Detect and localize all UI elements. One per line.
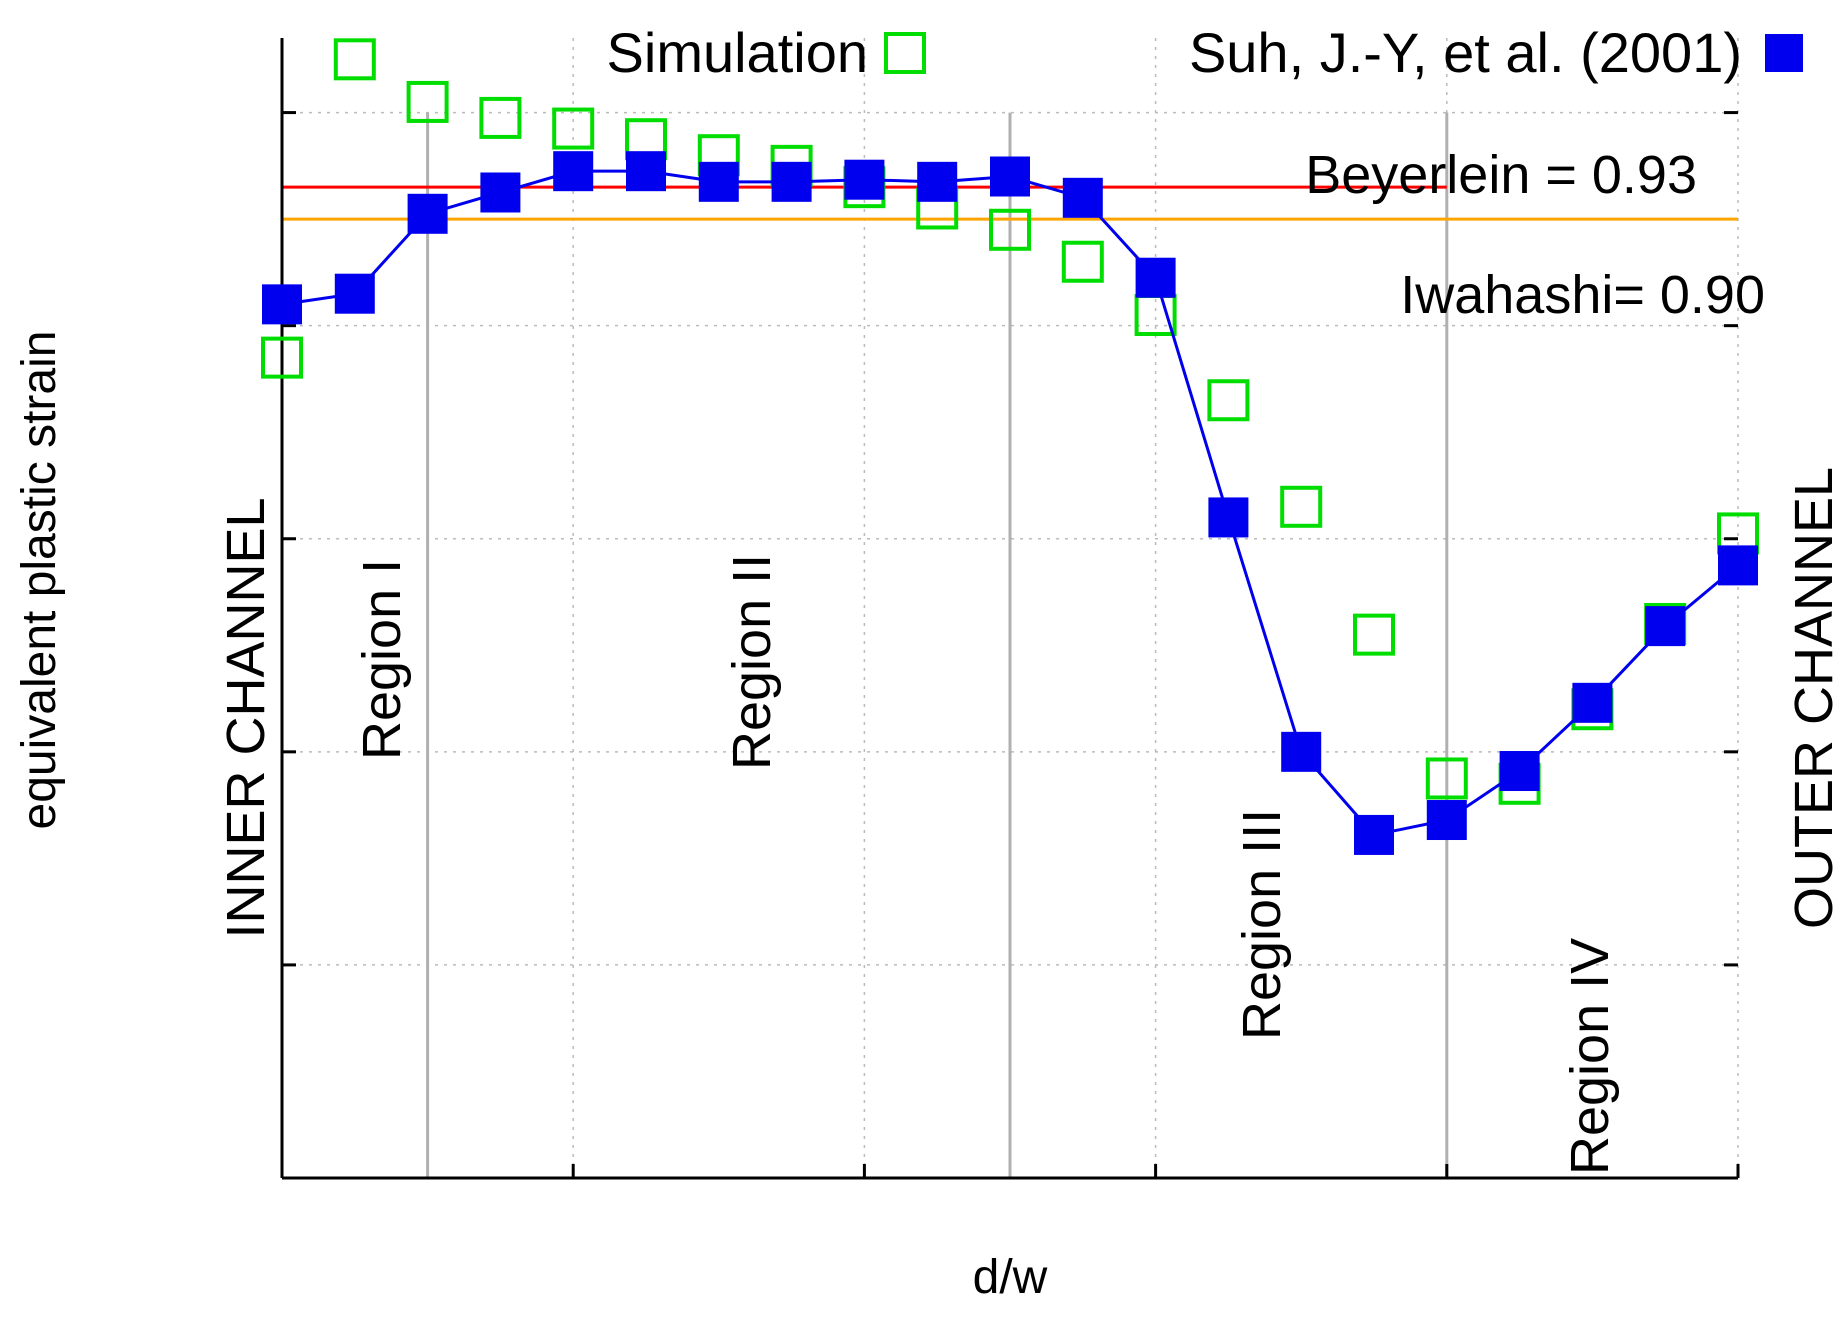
suh-data-point: [1499, 751, 1540, 792]
suh-data-point: [553, 151, 594, 192]
simulation-data-point: [989, 208, 1031, 251]
simulation-data-point: [552, 107, 595, 150]
suh-data-point: [844, 159, 885, 200]
suh-data-point: [1062, 177, 1103, 218]
axes: [280, 38, 1740, 1180]
suh-data-point: [917, 161, 958, 202]
suh-data-point: [1645, 606, 1686, 647]
suh-data-point: [698, 161, 739, 202]
simulation-data-point: [1061, 240, 1104, 283]
suh-data-point: [1572, 682, 1613, 723]
data-series: [261, 38, 1759, 855]
legend-suh-marker: [1765, 34, 1803, 72]
suh-data-point: [1354, 814, 1394, 855]
region-4-label: Region IV: [1560, 938, 1620, 1175]
suh-data-point: [771, 161, 812, 202]
suh-data-point: [1208, 497, 1249, 538]
suh-data-point: [1281, 731, 1322, 772]
inner-channel-label: INNER CHANNEL: [216, 497, 276, 938]
region-2-label: Region II: [722, 554, 782, 770]
region-1-label: Region I: [352, 559, 412, 760]
simulation-data-point: [1280, 485, 1323, 528]
suh-data-point: [407, 193, 448, 234]
suh-data-point: [1135, 257, 1176, 298]
iwahashi-label: Iwahashi= 0.90: [1400, 265, 1765, 325]
suh-data-point: [334, 273, 375, 314]
suh-data-point: [1718, 545, 1758, 586]
y-axis-title: equivalent plastic strain: [13, 331, 66, 830]
x-axis-title: d/w: [973, 1251, 1048, 1304]
legend-simulation-label: Simulation: [607, 21, 868, 84]
suh-data-point: [262, 284, 302, 325]
legend-simulation-marker: [884, 32, 926, 74]
beyerlein-label: Beyerlein = 0.93: [1305, 145, 1697, 205]
outer-channel-label: OUTER CHANNEL: [1784, 467, 1843, 929]
region-3-label: Region III: [1232, 809, 1292, 1040]
suh-data-point: [480, 172, 521, 213]
simulation-data-point: [333, 38, 376, 81]
suh-data-point: [990, 156, 1030, 197]
region-boundary-lines: [426, 112, 1449, 1178]
simulation-data-point: [261, 336, 303, 379]
suh-data-point: [626, 151, 666, 192]
simulation-data-point: [1353, 613, 1395, 656]
simulation-data-point: [1207, 379, 1250, 422]
legend-suh-label: Suh, J.-Y, et al. (2001): [1189, 21, 1742, 84]
suh-data-point: [1426, 800, 1467, 841]
simulation-data-point: [406, 80, 449, 123]
simulation-data-point: [1425, 757, 1468, 800]
simulation-data-point: [479, 96, 522, 139]
